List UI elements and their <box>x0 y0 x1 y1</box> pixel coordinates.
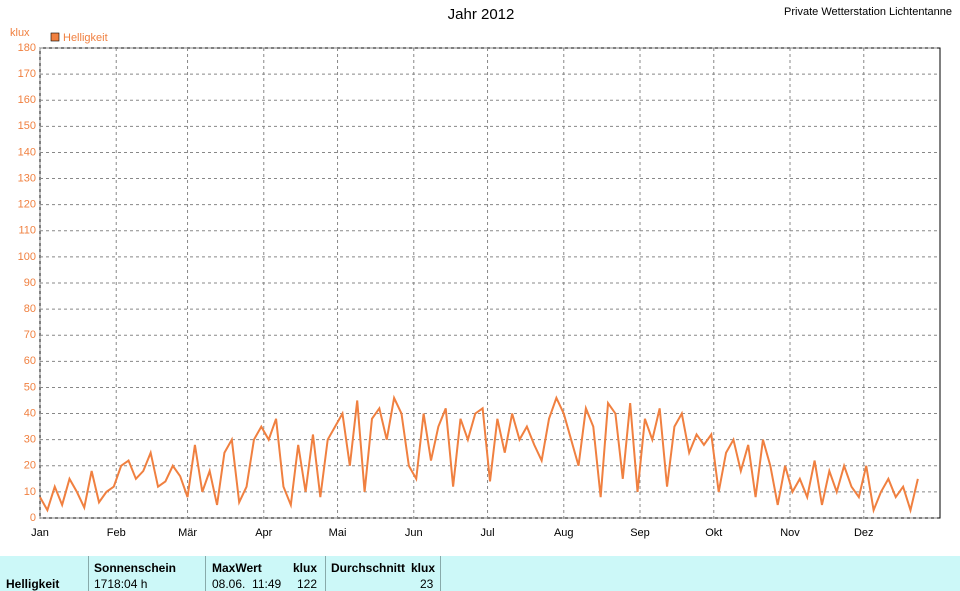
y-tick-label: 160 <box>18 94 36 106</box>
separator <box>88 556 89 591</box>
x-tick-label: Feb <box>107 527 126 539</box>
legend-label: Helligkeit <box>63 32 108 44</box>
x-tick-label: Mär <box>178 527 197 539</box>
x-tick-label: Sep <box>630 527 650 539</box>
x-tick-label: Mai <box>329 527 347 539</box>
y-tick-label: 80 <box>24 303 36 315</box>
y-tick-label: 20 <box>24 460 36 472</box>
y-tick-label: 140 <box>18 146 36 158</box>
summary-table: Helligkeit Sonnenschein 1718:04 h MaxWer… <box>0 556 960 591</box>
header: Sonnenschein <box>94 561 177 575</box>
y-tick-label: 150 <box>18 120 36 132</box>
y-tick-label: 60 <box>24 355 36 367</box>
separator <box>205 556 206 591</box>
y-tick-label: 110 <box>18 225 36 237</box>
y-axis-label: klux <box>10 27 30 39</box>
separator <box>440 556 441 591</box>
cell: 23 <box>420 577 434 591</box>
chart: Jahr 2012 Private Wetterstation Lichtent… <box>10 6 952 539</box>
y-tick-label: 170 <box>18 68 36 80</box>
y-tick-label: 100 <box>18 251 36 263</box>
x-tick-label: Jun <box>405 527 423 539</box>
y-tick-label: 180 <box>18 42 36 54</box>
y-tick-label: 0 <box>30 512 36 524</box>
chart-subtitle: Private Wetterstation Lichtentanne <box>784 6 952 18</box>
x-tick-label: Dez <box>854 527 874 539</box>
x-tick-label: Apr <box>255 527 272 539</box>
header: Durchschnitt <box>331 561 406 575</box>
y-tick-label: 130 <box>18 172 36 184</box>
cell: 122 <box>297 577 318 591</box>
x-tick-label: Okt <box>705 527 722 539</box>
separator <box>325 556 326 591</box>
y-tick-label: 10 <box>24 486 36 498</box>
header: klux <box>293 561 318 575</box>
y-tick-label: 90 <box>24 277 36 289</box>
chart-title: Jahr 2012 <box>448 6 515 23</box>
x-tick-label: Nov <box>780 527 800 539</box>
x-tick-label: Jul <box>481 527 495 539</box>
y-tick-label: 70 <box>24 329 36 341</box>
y-tick-label: 40 <box>24 407 36 419</box>
row-label: Helligkeit <box>6 577 60 591</box>
header: klux <box>411 561 436 575</box>
x-tick-label: Jan <box>31 527 49 539</box>
cell: 08.06. 11:49 <box>212 577 282 591</box>
y-tick-label: 120 <box>18 199 36 211</box>
y-tick-label: 50 <box>24 381 36 393</box>
cell: 1718:04 h <box>94 577 148 591</box>
x-tick-label: Aug <box>554 527 574 539</box>
legend-swatch <box>50 32 60 42</box>
y-tick-label: 30 <box>24 434 36 446</box>
header: MaxWert <box>212 561 262 575</box>
line <box>39 394 919 514</box>
